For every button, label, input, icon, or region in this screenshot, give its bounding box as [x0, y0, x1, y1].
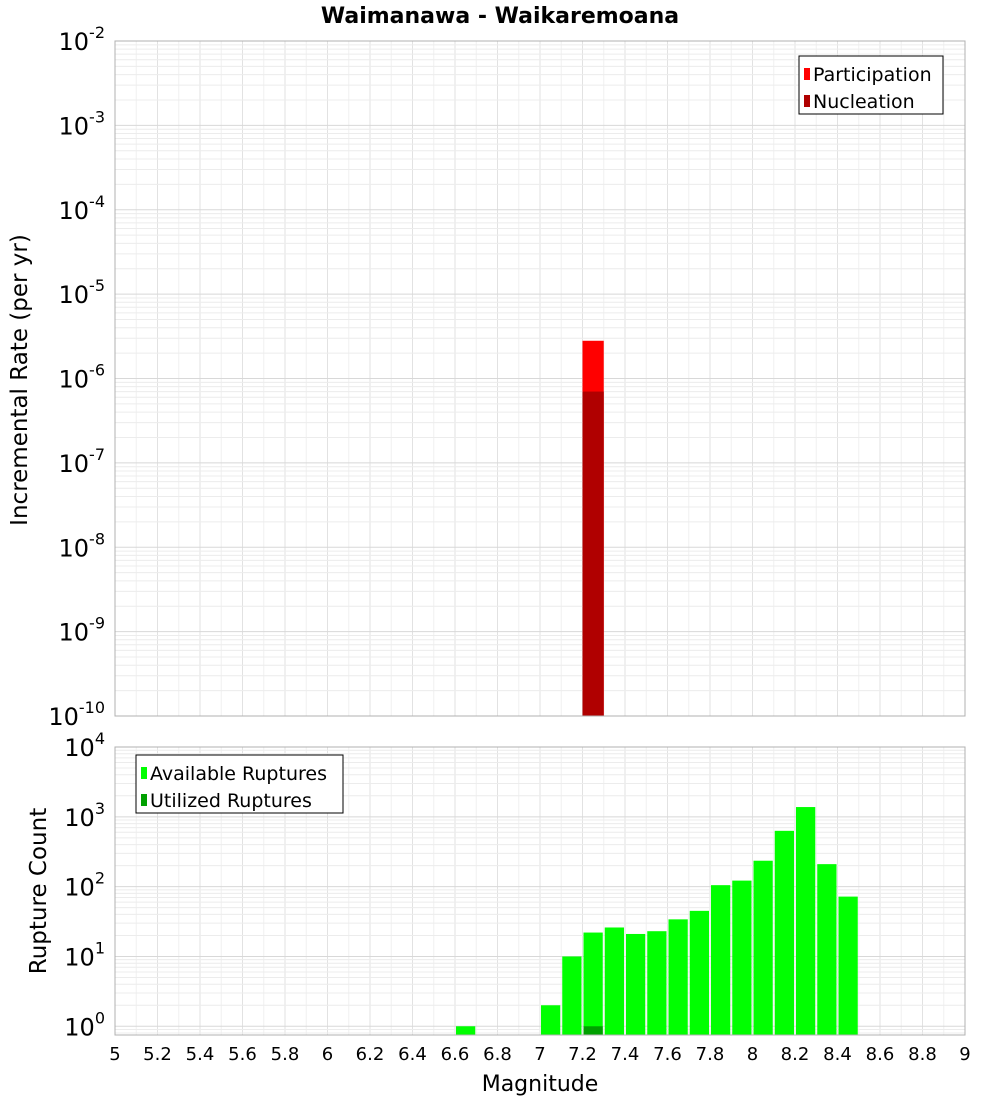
y-tick-label: 10-3	[59, 107, 106, 140]
bar-available-ruptures	[711, 885, 731, 1035]
bar-available-ruptures	[774, 830, 794, 1035]
x-tick-label: 7.8	[696, 1044, 725, 1065]
y-tick-label: 10-7	[59, 445, 106, 478]
bar-available-ruptures	[668, 919, 688, 1035]
y-tick-label: 10-2	[59, 23, 106, 56]
y-tick-label: 10-9	[59, 614, 106, 647]
x-tick-label: 8.2	[781, 1044, 810, 1065]
bottom-y-axis-label: Rupture Count	[26, 808, 52, 974]
top-y-axis-label: Incremental Rate (per yr)	[7, 234, 33, 526]
legend-swatch	[804, 68, 810, 80]
y-tick-label: 101	[64, 938, 105, 971]
bar-nucleation	[582, 391, 604, 716]
bar-available-ruptures	[541, 1005, 561, 1035]
y-tick-label: 10-8	[59, 529, 106, 562]
bottom-y-ticks: 100 101 102 103 104	[64, 729, 105, 1041]
x-tick-label: 5	[109, 1044, 120, 1065]
x-tick-label: 5.4	[186, 1044, 215, 1065]
bar-available-ruptures	[838, 896, 858, 1035]
y-tick-label: 10-6	[59, 361, 106, 394]
x-tick-label: 7	[534, 1044, 545, 1065]
bar-available-ruptures	[753, 860, 773, 1035]
bottom-plot-border	[114, 746, 966, 1036]
legend-box	[798, 55, 944, 115]
x-tick-label: 7.2	[568, 1044, 597, 1065]
bar-utilized-ruptures	[583, 1026, 603, 1035]
x-tick-label: 8	[747, 1044, 758, 1065]
bar-available-ruptures	[647, 931, 667, 1035]
x-tick-label: 6.4	[398, 1044, 427, 1065]
legend-label: Participation	[813, 64, 932, 86]
bar-available-ruptures	[604, 927, 624, 1035]
legend-label: Available Ruptures	[150, 763, 327, 785]
x-tick-label: 6.6	[441, 1044, 470, 1065]
chart-title: Waimanawa - Waikaremoana	[321, 4, 679, 29]
legend-swatch	[804, 95, 810, 107]
y-tick-label: 10-10	[48, 698, 105, 731]
bar-available-ruptures	[732, 880, 752, 1035]
x-tick-label: 5.2	[143, 1044, 172, 1065]
x-tick-label: 5.6	[228, 1044, 257, 1065]
x-tick-label: 9	[959, 1044, 970, 1065]
x-tick-label: 8.8	[908, 1044, 937, 1065]
bar-available-ruptures	[562, 956, 582, 1035]
legend-swatch	[141, 767, 147, 779]
bar-available-ruptures	[583, 932, 603, 1035]
y-tick-label: 104	[64, 729, 105, 762]
x-tick-label: 6.8	[483, 1044, 512, 1065]
x-axis-label: Magnitude	[482, 1072, 599, 1097]
legend-swatch	[141, 794, 147, 806]
x-tick-label: 7.4	[611, 1044, 640, 1065]
y-tick-label: 10-5	[59, 276, 106, 309]
x-tick-label: 5.8	[271, 1044, 300, 1065]
legend-label: Nucleation	[813, 91, 915, 113]
bottom-legend: Available Ruptures Utilized Ruptures	[135, 754, 344, 814]
x-tick-label: 6	[322, 1044, 333, 1065]
bar-available-ruptures	[817, 864, 837, 1035]
top-plot-border	[114, 40, 966, 717]
legend-box	[135, 754, 344, 814]
y-tick-label: 100	[64, 1008, 105, 1041]
x-tick-label: 8.4	[823, 1044, 852, 1065]
top-legend: Participation Nucleation	[798, 55, 944, 115]
bar-available-ruptures	[689, 910, 709, 1035]
x-tick-label: 6.2	[356, 1044, 385, 1065]
y-tick-label: 10-4	[59, 192, 106, 225]
top-y-ticks: 10-10 10-9 10-8 10-7 10-6 10-5 10-4 10-3 10-2	[48, 23, 105, 731]
bar-available-ruptures	[626, 933, 646, 1035]
bar-available-ruptures	[796, 807, 816, 1035]
top-grid	[114, 40, 966, 717]
legend-label: Utilized Ruptures	[150, 790, 312, 812]
y-tick-label: 103	[64, 799, 105, 832]
bar-available-ruptures	[456, 1026, 476, 1035]
y-tick-label: 102	[64, 869, 105, 902]
x-ticks: 5 5.2 5.4 5.6 5.8 6 6.2 6.4 6.6 6.8 7 7.2 7.4 7.6 7.8 8…	[109, 1044, 970, 1065]
x-tick-label: 8.6	[866, 1044, 895, 1065]
x-tick-label: 7.6	[653, 1044, 682, 1065]
